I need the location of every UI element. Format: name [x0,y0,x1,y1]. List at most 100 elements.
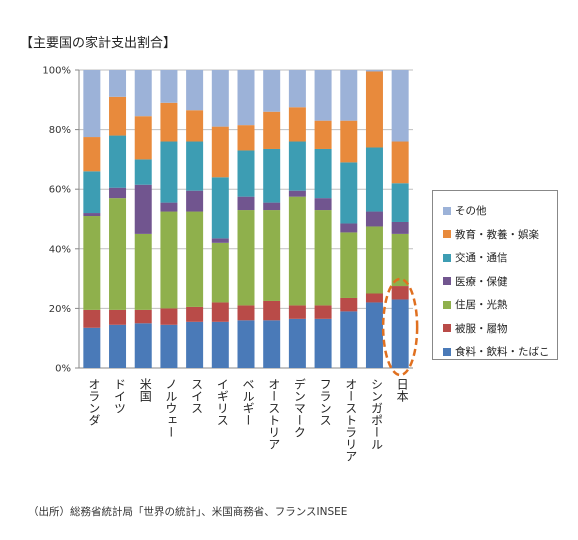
bar-segment [391,70,409,142]
bar-segment [288,318,306,368]
bar-segment [83,216,101,310]
bar-segment [160,308,178,325]
bar-segment [134,233,152,310]
bar-segment [314,198,332,211]
plot-area: 0% 20% 40% 60% 80% 100% [42,66,419,377]
bar-segment [314,70,332,121]
bar-segment [365,147,383,212]
bar-segment [391,286,409,300]
bar-segment [391,183,409,222]
bar-segment [237,305,255,321]
bar-segment [340,297,358,312]
x-tick-label: ドイツ [112,378,127,414]
legend-label: 教育・教養・娯楽 [455,228,539,241]
bar-segment [391,299,409,368]
bar-segment [211,70,229,127]
legend-item: 教育・教養・娯楽 [443,223,557,247]
legend-swatch [443,347,451,356]
bar-segment [314,210,332,306]
bar-segment [160,324,178,368]
bar-segment [83,137,101,172]
bar-segment [314,305,332,319]
bar-segment [160,202,178,212]
legend-item: 交通・通信 [443,246,557,270]
bar-segment [365,293,383,303]
bar-segment [263,300,281,321]
bar-segment [134,309,152,324]
legend-item: 被服・履物 [443,317,557,341]
bar-segment [314,120,332,149]
bar-segment [340,120,358,163]
bar-segment [134,184,152,234]
bar-segment [134,116,152,160]
bar-segment [83,327,101,368]
x-tick-label: フランス [318,378,333,426]
bar-segment [109,198,127,310]
bar-segment [288,196,306,306]
x-tick-label: 米国 [138,378,153,402]
bar-segment [237,70,255,126]
legend-swatch [443,277,451,286]
bar-segment [186,70,204,111]
bar-segment [263,70,281,112]
x-tick-label: ベルギー [241,378,255,426]
x-tick-label: デンマーク [292,378,307,438]
y-tick-label: 0% [55,364,71,375]
legend-label: 被服・履物 [455,322,508,335]
x-tick-label: シンガポール [369,378,384,450]
legend-item: その他 [443,199,557,223]
bar-segment [365,71,383,148]
bar-segment [314,318,332,368]
bar-segment [109,324,127,368]
x-tick-label: スイス [189,378,204,414]
bar-segment [288,190,306,197]
bar-segment [160,211,178,309]
bar-segment [340,223,358,233]
bar-segment [211,302,229,322]
x-tick-label: オランダ [86,378,101,426]
chart-title: 【主要国の家計支出割合】 [20,36,177,51]
bar-segment [288,107,306,142]
bar-segment [211,242,229,303]
y-tick-label: 100% [42,66,71,77]
bar-segment [134,70,152,117]
bar-segment [237,320,255,368]
bar-segment [211,238,229,243]
bar-segment [263,320,281,368]
legend-swatch [443,230,451,239]
bar-segment [263,202,281,211]
source-note: （出所）総務省統計局「世界の統計」、米国商務省、フランスINSEE [28,506,348,518]
x-tick-label: オーストリア [266,378,281,450]
bar-segment [186,190,204,212]
bar-segment [314,148,332,199]
bar-segment [211,321,229,368]
bar-segment [160,141,178,203]
y-tick-label: 40% [49,244,71,255]
bar-segment [186,306,204,322]
y-tick-label: 60% [49,185,71,196]
bar-segment [186,110,204,142]
bar-segment [340,232,358,298]
x-tick-label: オーストラリア [343,378,358,462]
legend-label: 交通・通信 [455,252,508,265]
bar-segment [211,177,229,239]
bar-segment [365,226,383,294]
bar-segment [83,70,101,138]
bar-segment [340,311,358,368]
bar-segment [186,321,204,368]
bar-segment [365,211,383,227]
bar-segment [186,141,204,191]
legend-swatch [443,324,451,333]
bar-segment [263,148,281,203]
bar-segment [237,125,255,151]
legend-swatch [443,300,451,309]
legend-label: 住居・光熱 [455,299,508,312]
legend-label: 医療・保健 [455,275,508,288]
bar-segment [237,196,255,211]
legend-label: 食料・飲料・たばこ [455,346,550,359]
bar-segment [263,210,281,301]
highlight-ellipse [381,277,419,377]
x-tick-label: 日本 [395,378,410,402]
bar-segment [340,162,358,224]
